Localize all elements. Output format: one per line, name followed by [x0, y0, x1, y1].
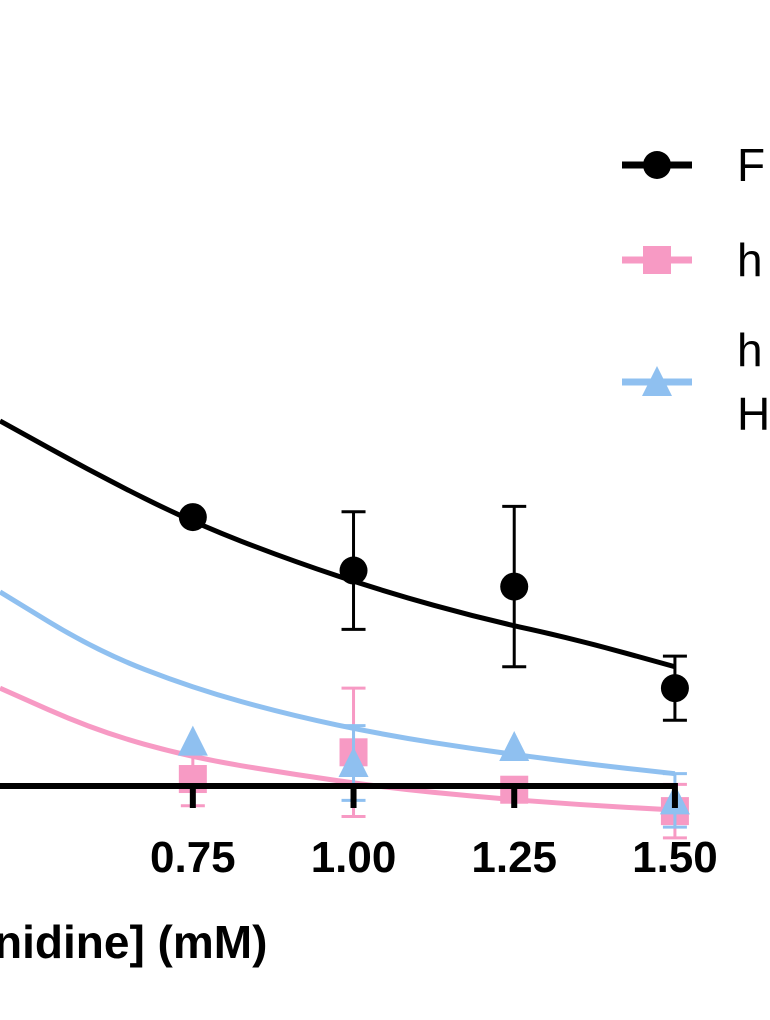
plot-area — [0, 418, 690, 840]
fit-curve-square — [0, 685, 676, 813]
x-axis: 0.75 1.00 1.25 1.50 — [0, 783, 718, 882]
x-tick-label: 0.75 — [150, 833, 236, 882]
fit-curve-triangle — [0, 589, 676, 777]
legend-label: h — [737, 234, 763, 286]
data-point-circle — [178, 503, 207, 532]
legend-label: F — [737, 139, 765, 191]
legend-label: h — [737, 324, 763, 376]
data-point-circle — [339, 556, 368, 585]
x-tick-label: 1.25 — [471, 833, 557, 882]
fit-curve-circle — [0, 418, 676, 670]
x-tick-label: 1.50 — [632, 833, 718, 882]
legend-marker-square — [643, 246, 671, 274]
legend-marker-triangle — [642, 366, 672, 396]
data-point-circle — [660, 674, 689, 703]
data-point-triangle — [338, 746, 369, 777]
data-point-triangle — [177, 725, 208, 756]
legend-label: H — [737, 388, 770, 440]
legend-marker-circle — [643, 151, 671, 179]
data-point-triangle — [499, 730, 530, 761]
x-tick-label: 1.00 — [311, 833, 397, 882]
data-point-circle — [500, 572, 529, 601]
x-axis-label: nidine] (mM) — [0, 916, 267, 968]
